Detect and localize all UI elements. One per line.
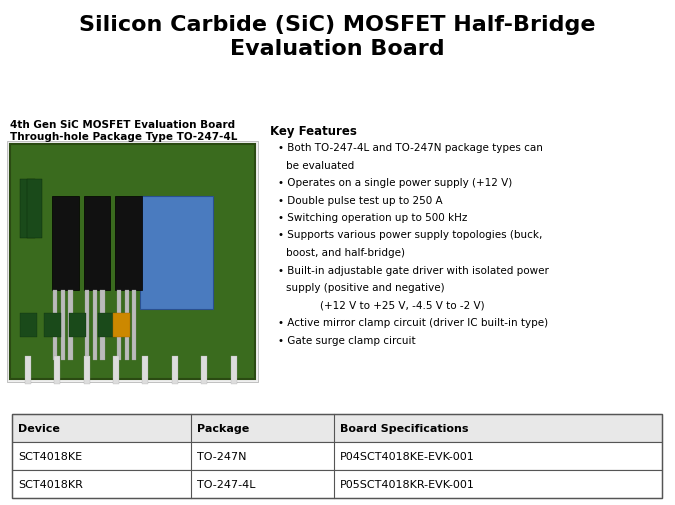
- Text: be evaluated: be evaluated: [286, 160, 354, 170]
- FancyBboxPatch shape: [140, 196, 213, 309]
- Text: SCT4018KE: SCT4018KE: [18, 451, 82, 461]
- FancyBboxPatch shape: [27, 180, 42, 238]
- FancyBboxPatch shape: [117, 290, 121, 361]
- FancyBboxPatch shape: [69, 314, 86, 337]
- Text: Device: Device: [18, 423, 60, 433]
- FancyBboxPatch shape: [84, 356, 90, 384]
- FancyBboxPatch shape: [115, 196, 142, 290]
- Text: P05SCT4018KR-EVK-001: P05SCT4018KR-EVK-001: [340, 479, 475, 489]
- FancyBboxPatch shape: [113, 356, 119, 384]
- FancyBboxPatch shape: [84, 196, 111, 290]
- FancyBboxPatch shape: [53, 290, 57, 361]
- FancyBboxPatch shape: [61, 290, 65, 361]
- FancyBboxPatch shape: [113, 314, 130, 337]
- FancyBboxPatch shape: [98, 314, 115, 337]
- Text: TO-247-4L: TO-247-4L: [196, 479, 255, 489]
- Text: Through-hole Package Type TO-247-4L: Through-hole Package Type TO-247-4L: [10, 132, 238, 142]
- FancyBboxPatch shape: [201, 356, 207, 384]
- FancyBboxPatch shape: [171, 356, 178, 384]
- Text: 4th Gen SiC MOSFET Evaluation Board: 4th Gen SiC MOSFET Evaluation Board: [10, 120, 235, 130]
- Text: SCT4018KR: SCT4018KR: [18, 479, 83, 489]
- FancyBboxPatch shape: [12, 442, 662, 470]
- Text: • Gate surge clamp circuit: • Gate surge clamp circuit: [278, 335, 416, 345]
- FancyBboxPatch shape: [125, 290, 129, 361]
- Text: (+12 V to +25 V, -4.5 V to -2 V): (+12 V to +25 V, -4.5 V to -2 V): [320, 300, 485, 310]
- Text: Silicon Carbide (SiC) MOSFET Half-Bridge
Evaluation Board: Silicon Carbide (SiC) MOSFET Half-Bridge…: [79, 15, 595, 59]
- FancyBboxPatch shape: [12, 470, 662, 498]
- Text: boost, and half-bridge): boost, and half-bridge): [286, 247, 405, 258]
- FancyBboxPatch shape: [20, 180, 34, 238]
- FancyBboxPatch shape: [25, 356, 31, 384]
- Text: • Both TO-247-4L and TO-247N package types can: • Both TO-247-4L and TO-247N package typ…: [278, 143, 543, 153]
- FancyBboxPatch shape: [52, 196, 78, 290]
- FancyBboxPatch shape: [20, 314, 37, 337]
- FancyBboxPatch shape: [142, 356, 148, 384]
- Text: • Built-in adjustable gate driver with isolated power: • Built-in adjustable gate driver with i…: [278, 265, 549, 275]
- FancyBboxPatch shape: [45, 314, 61, 337]
- FancyBboxPatch shape: [54, 356, 60, 384]
- FancyBboxPatch shape: [85, 290, 89, 361]
- FancyBboxPatch shape: [68, 290, 73, 361]
- FancyBboxPatch shape: [100, 290, 105, 361]
- Text: Board Specifications: Board Specifications: [340, 423, 468, 433]
- Text: • Switching operation up to 500 kHz: • Switching operation up to 500 kHz: [278, 213, 467, 223]
- Text: • Double pulse test up to 250 A: • Double pulse test up to 250 A: [278, 195, 443, 205]
- Text: • Operates on a single power supply (+12 V): • Operates on a single power supply (+12…: [278, 178, 512, 188]
- FancyBboxPatch shape: [10, 145, 255, 379]
- Text: • Supports various power supply topologies (buck,: • Supports various power supply topologi…: [278, 230, 543, 240]
- Text: • Active mirror clamp circuit (driver IC built-in type): • Active mirror clamp circuit (driver IC…: [278, 317, 548, 327]
- FancyBboxPatch shape: [230, 356, 237, 384]
- FancyBboxPatch shape: [132, 290, 136, 361]
- Text: TO-247N: TO-247N: [196, 451, 246, 461]
- Text: supply (positive and negative): supply (positive and negative): [286, 282, 445, 292]
- Text: Package: Package: [196, 423, 249, 433]
- FancyBboxPatch shape: [12, 414, 662, 442]
- Text: Key Features: Key Features: [270, 125, 357, 138]
- FancyBboxPatch shape: [7, 142, 258, 382]
- Text: P04SCT4018KE-EVK-001: P04SCT4018KE-EVK-001: [340, 451, 475, 461]
- FancyBboxPatch shape: [92, 290, 97, 361]
